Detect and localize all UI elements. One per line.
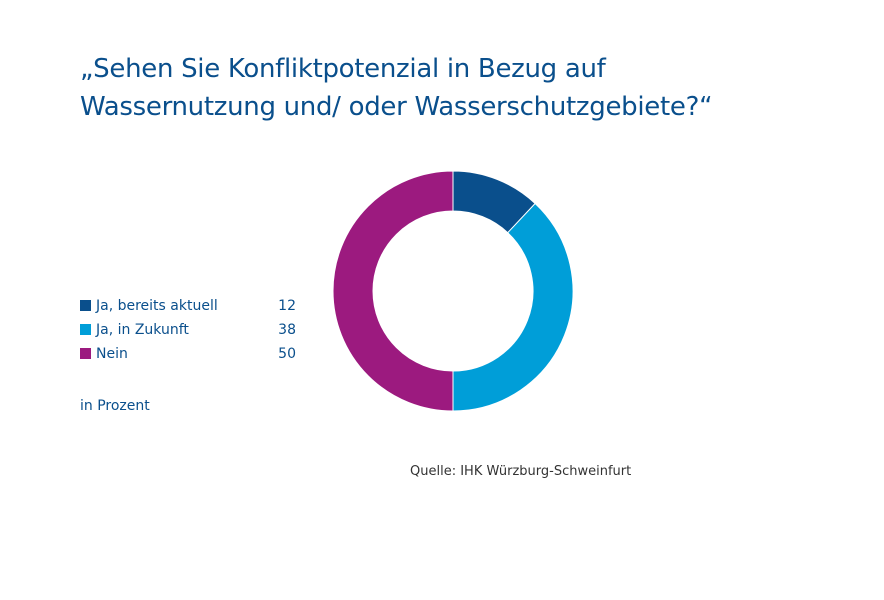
legend-value-ja-bereits-aktuell: 12 <box>278 298 296 314</box>
donut-slice-ja-in-zukunft <box>452 202 574 412</box>
legend-label-nein: Nein <box>96 346 128 362</box>
legend-item-ja-bereits-aktuell: Ja, bereits aktuell 12 <box>80 297 300 321</box>
chart-title-line-2: Wassernutzung und/ oder Wasserschutzgebi… <box>80 92 713 122</box>
legend-value-ja-in-zukunft: 38 <box>278 322 296 338</box>
donut-chart <box>332 170 574 412</box>
legend-item-nein: Nein 50 <box>80 345 300 369</box>
unit-label: in Prozent <box>80 398 150 414</box>
legend-swatch-ja-bereits-aktuell <box>80 300 91 311</box>
chart-title-line-1: „Sehen Sie Konfliktpotenzial in Bezug au… <box>80 54 606 84</box>
legend-label-ja-bereits-aktuell: Ja, bereits aktuell <box>96 298 218 314</box>
legend-item-ja-in-zukunft: Ja, in Zukunft 38 <box>80 321 300 345</box>
chart-title: „Sehen Sie Konfliktpotenzial in Bezug au… <box>80 50 840 126</box>
legend-label-ja-in-zukunft: Ja, in Zukunft <box>96 322 189 338</box>
legend-swatch-nein <box>80 348 91 359</box>
donut-slice-nein <box>332 170 454 412</box>
legend-value-nein: 50 <box>278 346 296 362</box>
source-note: Quelle: IHK Würzburg-Schweinfurt <box>410 464 632 479</box>
legend-swatch-ja-in-zukunft <box>80 324 91 335</box>
legend: Ja, bereits aktuell 12 Ja, in Zukunft 38… <box>80 297 300 369</box>
